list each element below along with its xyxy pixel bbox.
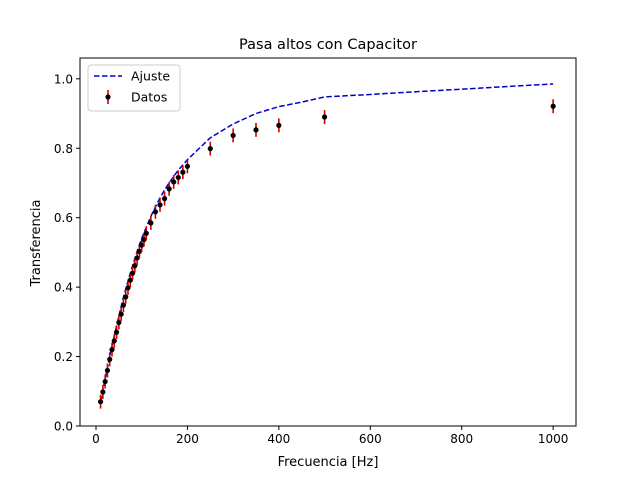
axes-frame: [79, 57, 577, 427]
data-point: [109, 347, 115, 353]
data-point: [107, 356, 113, 362]
x-tick-label: 400: [267, 432, 290, 446]
y-tick-label: 0.8: [54, 142, 73, 156]
data-point: [141, 236, 147, 243]
data-point: [180, 169, 186, 175]
legend: Ajuste Datos: [87, 64, 181, 112]
data-point: [123, 294, 129, 300]
data-point: [207, 146, 213, 152]
legend-marker-datos: [105, 94, 111, 100]
data-point: [129, 270, 136, 276]
data-point: [230, 132, 236, 139]
data-point: [276, 122, 282, 128]
x-tick-label: 800: [450, 432, 473, 446]
data-point: [113, 329, 120, 335]
data-point: [111, 338, 117, 344]
x-tick-label: 600: [359, 432, 382, 446]
y-tick-label: 0.6: [54, 211, 73, 225]
x-tick-label: 1000: [538, 432, 569, 446]
data-point: [104, 367, 111, 374]
data-point: [175, 174, 181, 181]
legend-label-datos: Datos: [131, 90, 167, 105]
data-point: [127, 277, 133, 283]
y-tick-label: 0.4: [54, 281, 73, 295]
data-point: [118, 311, 124, 317]
data-point: [321, 114, 328, 120]
y-tick-label: 0.2: [54, 350, 73, 364]
y-tick-label: 1.0: [54, 72, 73, 86]
x-tick-label: 200: [176, 432, 199, 446]
data-point: [550, 103, 556, 109]
data-point: [166, 186, 172, 192]
data-point: [125, 285, 131, 291]
x-tick-label: 0: [92, 432, 100, 446]
data-point: [139, 242, 145, 248]
data-point: [253, 127, 259, 133]
data-point: [184, 163, 191, 169]
legend-label-ajuste: Ajuste: [131, 69, 170, 84]
y-tick-label: 0.0: [54, 420, 73, 434]
data-point: [102, 378, 108, 385]
data-point: [132, 263, 138, 269]
data-point: [157, 202, 163, 208]
data-point: [161, 196, 168, 202]
data-point: [136, 248, 143, 254]
x-axis-label: Frecuencia [Hz]: [278, 455, 379, 470]
data-point: [120, 302, 127, 308]
data-point: [116, 319, 122, 326]
fit-line: [99, 83, 554, 402]
data-point: [148, 220, 154, 226]
data-point: [143, 230, 149, 236]
data-point: [97, 399, 104, 405]
data-point: [152, 209, 159, 215]
data-point: [134, 255, 140, 261]
y-axis-label: Transferencia: [29, 200, 44, 288]
chart-title: Pasa altos con Capacitor: [239, 37, 417, 53]
plot-area: 0 200 400 600 800 1000 0.0 0.2 0.4 0.6 0.8 1.0: [54, 57, 577, 446]
data-point: [171, 179, 177, 185]
data-point: [100, 389, 106, 395]
